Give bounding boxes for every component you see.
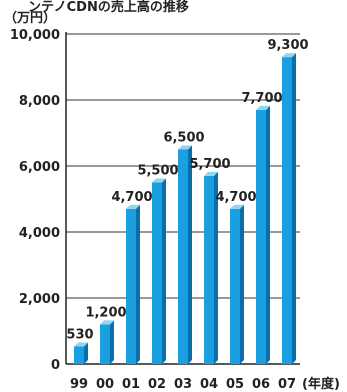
value-label: 7,700 [241, 91, 282, 106]
value-label: 1,200 [85, 305, 126, 320]
x-tick-label: 01 [122, 377, 140, 392]
bar-side [214, 171, 218, 364]
x-tick-label: 04 [200, 377, 218, 392]
y-axis-label: （万円） [4, 10, 56, 26]
bars [74, 53, 296, 365]
bar-top [256, 105, 270, 110]
bar-side [292, 53, 296, 364]
chart-title: ンテノCDNの売上高の推移 [28, 0, 189, 15]
bar-top [126, 204, 140, 209]
x-tick-label: 00 [96, 377, 114, 392]
bar-top [178, 145, 192, 150]
bar-top [74, 342, 88, 347]
y-tick-label: 4,000 [19, 226, 60, 241]
bar-side [162, 178, 166, 364]
bar [152, 182, 162, 364]
value-label: 5,700 [189, 157, 230, 172]
bar [100, 324, 110, 364]
value-label: 4,700 [215, 190, 256, 205]
x-tick-label: 05 [226, 377, 244, 392]
y-tick-labels: 0 2,000 4,000 6,000 8,000 10,000 [10, 28, 60, 373]
bar [282, 57, 292, 364]
bar-side [266, 105, 270, 365]
bar-side [188, 145, 192, 364]
bar-top [152, 178, 166, 183]
value-label: 5,500 [137, 164, 178, 179]
y-tick-label: 10,000 [10, 28, 60, 43]
bar [74, 346, 84, 364]
value-label: 530 [66, 328, 93, 343]
bar-top [204, 171, 218, 176]
bar-top [282, 53, 296, 58]
value-label: 9,300 [267, 38, 308, 53]
x-tick-label: 07 [278, 377, 296, 392]
bar-side [240, 204, 244, 364]
bar [204, 175, 214, 364]
x-tick-label: 06 [252, 377, 270, 392]
y-tick-label: 8,000 [19, 94, 60, 109]
bar-side [110, 320, 114, 364]
bar-top [230, 204, 244, 209]
bar [178, 149, 188, 364]
x-tick-label: 99 [70, 377, 88, 392]
bar [256, 109, 266, 365]
x-tick-label: 02 [148, 377, 166, 392]
value-labels: 530 1,200 4,700 5,500 6,500 5,700 4,700 7,700 9,… [66, 38, 308, 342]
value-label: 4,700 [111, 190, 152, 205]
bar-top [100, 320, 114, 325]
x-tick-label: 03 [174, 377, 192, 392]
bar-side [84, 342, 88, 364]
x-axis-label: (年度) [302, 376, 340, 392]
bar [126, 208, 136, 364]
value-label: 6,500 [163, 131, 204, 146]
y-tick-label: 2,000 [19, 292, 60, 307]
bar [230, 208, 240, 364]
bar-side [136, 204, 140, 364]
y-tick-label: 0 [51, 358, 60, 373]
x-tick-labels: 99 00 01 02 03 04 05 06 07 [70, 377, 296, 392]
y-tick-label: 6,000 [19, 160, 60, 175]
